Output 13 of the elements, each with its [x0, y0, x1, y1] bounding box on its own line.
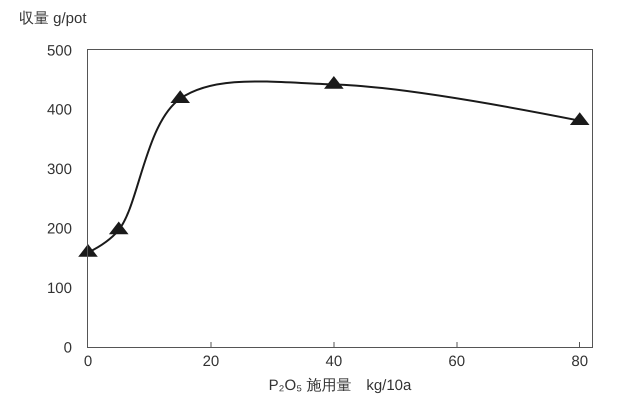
- x-tick-label: 0: [84, 353, 92, 370]
- x-tick-label: 40: [326, 353, 342, 370]
- y-tick-label: 400: [46, 102, 72, 119]
- y-axis-title: 収量 g/pot: [19, 10, 88, 27]
- x-tick-label: 80: [571, 353, 588, 370]
- y-tick-label: 300: [46, 161, 72, 178]
- x-axis-title: P₂O₅ 施用量 kg/10a: [268, 377, 412, 394]
- y-tick-label: 100: [46, 280, 72, 297]
- x-tick-label: 60: [448, 353, 466, 370]
- y-tick-label: 0: [64, 339, 72, 356]
- y-tick-label: 200: [46, 220, 72, 238]
- x-tick-label: 20: [202, 353, 220, 370]
- y-tick-label: 500: [46, 42, 72, 60]
